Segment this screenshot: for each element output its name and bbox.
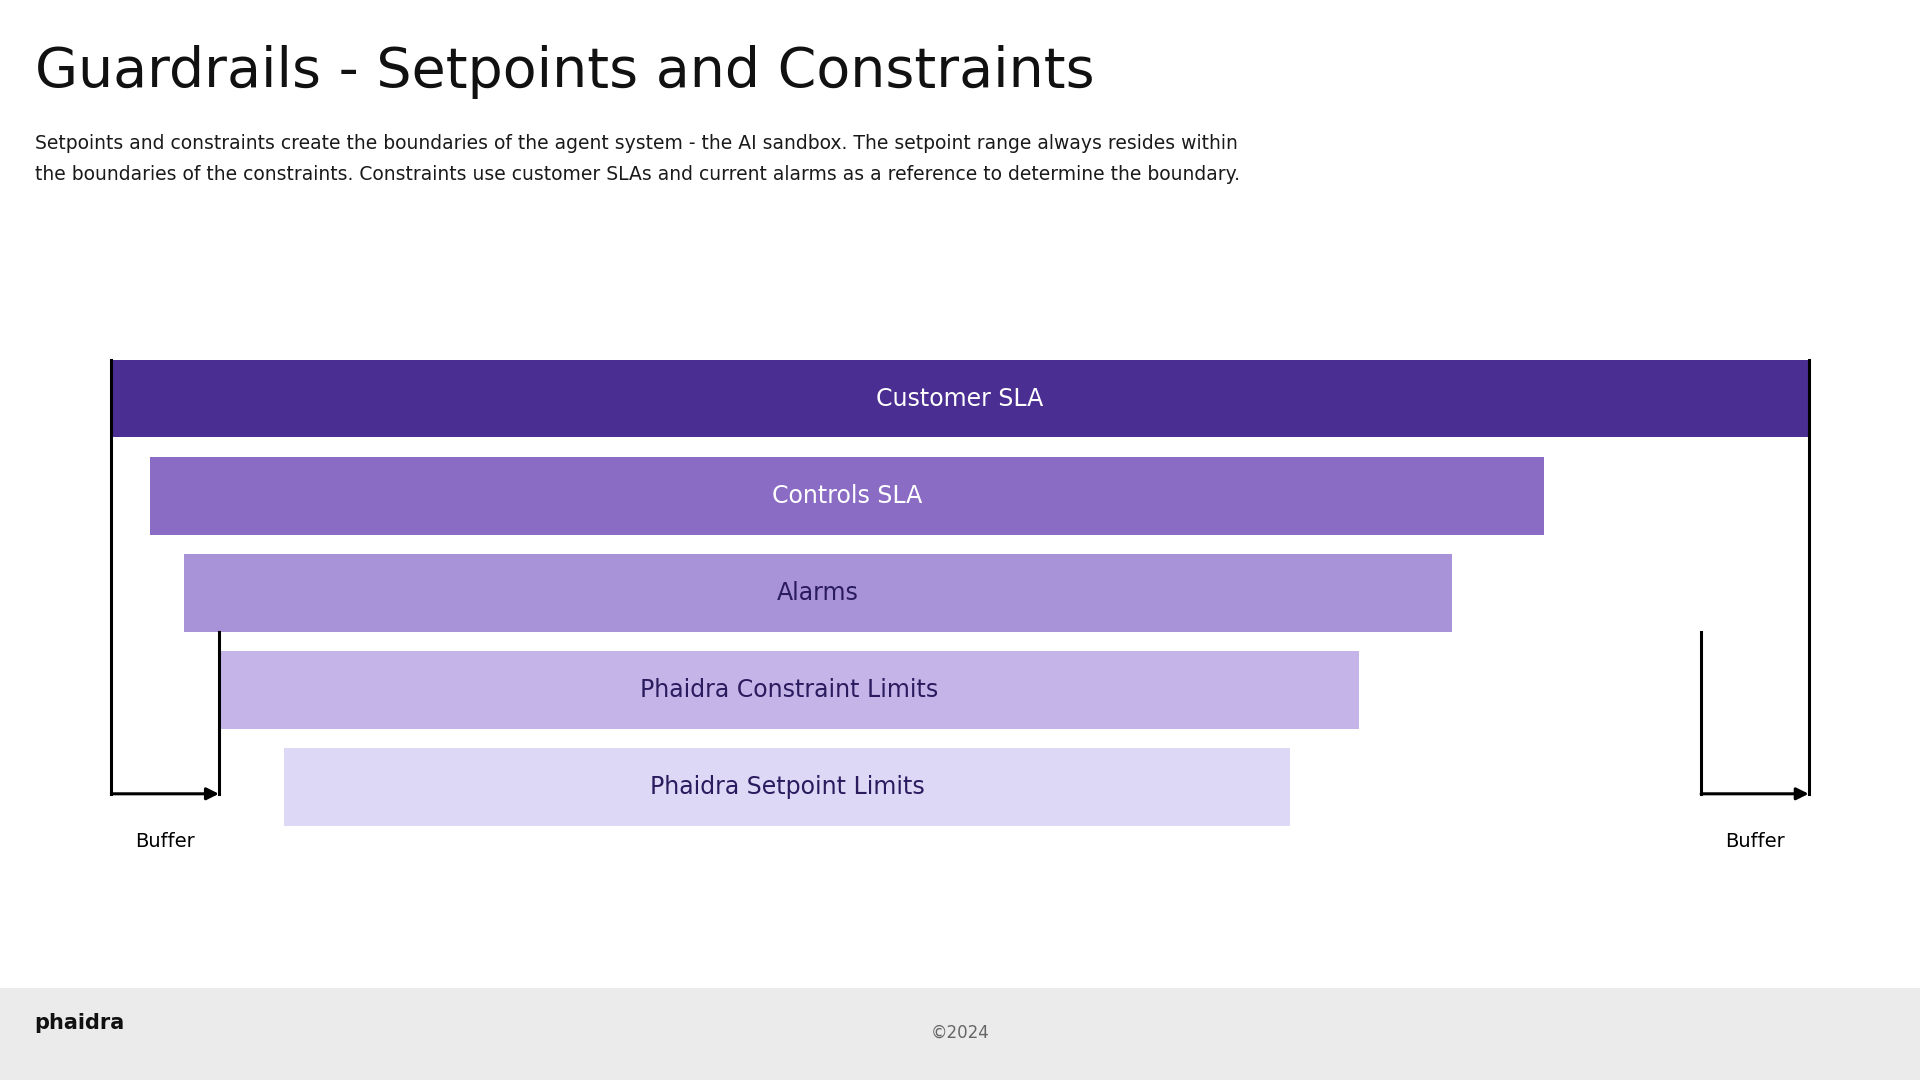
Bar bbox=[184, 554, 1452, 632]
Bar bbox=[284, 748, 1290, 826]
Text: phaidra: phaidra bbox=[35, 1013, 125, 1032]
Text: Setpoints and constraints create the boundaries of the agent system - the AI san: Setpoints and constraints create the bou… bbox=[35, 134, 1236, 153]
Text: Buffer: Buffer bbox=[1724, 832, 1786, 851]
Text: Alarms: Alarms bbox=[778, 581, 858, 605]
Bar bbox=[219, 651, 1359, 729]
Bar bbox=[0, 988, 1920, 1080]
Text: Controls SLA: Controls SLA bbox=[772, 484, 922, 508]
Text: the boundaries of the constraints. Constraints use customer SLAs and current ala: the boundaries of the constraints. Const… bbox=[35, 165, 1240, 185]
Text: Phaidra Constraint Limits: Phaidra Constraint Limits bbox=[639, 678, 939, 702]
Bar bbox=[111, 360, 1809, 437]
Text: Buffer: Buffer bbox=[134, 832, 196, 851]
Text: Phaidra Setpoint Limits: Phaidra Setpoint Limits bbox=[649, 775, 925, 799]
Text: ©2024: ©2024 bbox=[931, 1024, 989, 1041]
Text: Guardrails - Setpoints and Constraints: Guardrails - Setpoints and Constraints bbox=[35, 45, 1094, 99]
Bar bbox=[150, 457, 1544, 535]
Text: Customer SLA: Customer SLA bbox=[876, 387, 1044, 410]
